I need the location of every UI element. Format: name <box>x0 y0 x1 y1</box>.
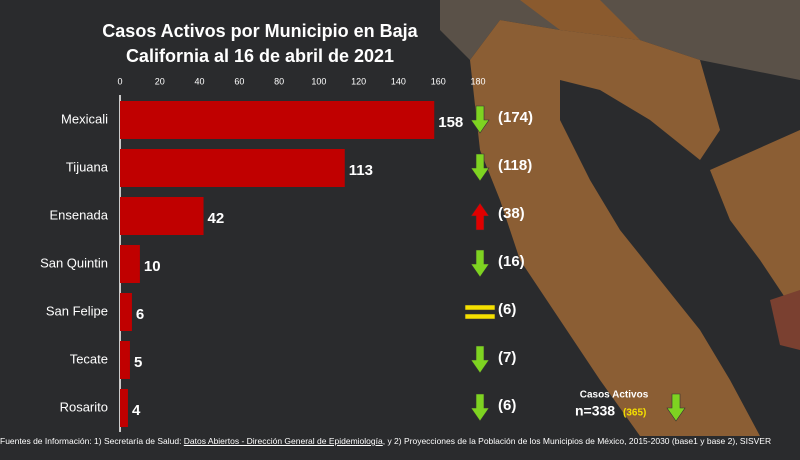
previous-value: (6) <box>498 301 516 318</box>
footer-text: Fuentes de Información: 1) Secretaría de… <box>0 436 184 446</box>
previous-value: (38) <box>498 205 525 222</box>
footer: Fuentes de Información: 1) Secretaría de… <box>0 436 800 447</box>
previous-value: (174) <box>498 109 533 126</box>
trend-arrow <box>470 393 490 422</box>
value-label: 5 <box>134 354 142 371</box>
value-label: 4 <box>132 402 141 419</box>
trend-arrow <box>470 249 490 278</box>
y-tick-label: Mexicali <box>61 111 108 126</box>
y-tick-label: Ensenada <box>49 207 108 222</box>
x-tick-label: 120 <box>351 76 366 86</box>
footer-link: Datos Abiertos - Dirección General de Ep… <box>183 436 383 446</box>
x-tick-label: 20 <box>155 76 165 86</box>
y-tick-label: San Quintin <box>40 255 108 270</box>
trend-arrow <box>470 202 490 231</box>
bar <box>120 245 140 283</box>
chart: Casos Activos por Municipio en Baja Cali… <box>40 0 800 436</box>
x-tick-label: 0 <box>117 76 122 86</box>
bar <box>120 149 345 187</box>
x-tick-label: 140 <box>391 76 406 86</box>
bar <box>120 341 130 379</box>
trend-arrow <box>470 345 490 374</box>
trend-arrow <box>666 393 686 422</box>
x-tick-label: 80 <box>274 76 284 86</box>
y-tick-label: San Felipe <box>46 303 108 318</box>
bar <box>120 197 204 235</box>
value-label: 6 <box>136 306 144 323</box>
value-label: 42 <box>208 210 225 227</box>
summary-label: Casos Activos <box>580 390 649 401</box>
bar <box>120 293 132 331</box>
value-label: 10 <box>144 258 161 275</box>
previous-value: (118) <box>498 157 532 174</box>
trend-arrow <box>470 105 490 134</box>
trend-arrow <box>470 153 490 182</box>
trend-arrow <box>464 304 496 320</box>
value-label: 158 <box>438 114 463 131</box>
bar <box>120 389 128 427</box>
x-tick-label: 100 <box>311 76 326 86</box>
x-tick-label: 180 <box>470 76 485 86</box>
chart-title: Casos Activos por Municipio en Baja <box>102 21 418 41</box>
y-tick-label: Tijuana <box>66 159 109 174</box>
previous-value: (6) <box>498 397 516 414</box>
x-tick-label: 60 <box>234 76 244 86</box>
footer-text: , y 2) Proyecciones de la Población de l… <box>382 436 772 446</box>
x-tick-label: 160 <box>431 76 446 86</box>
previous-value: (16) <box>498 253 525 270</box>
map-background <box>440 0 800 436</box>
x-tick-label: 40 <box>195 76 205 86</box>
summary-current: n=338 <box>575 403 615 419</box>
y-tick-label: Rosarito <box>60 399 108 414</box>
previous-value: (7) <box>498 349 516 366</box>
bar <box>120 101 435 139</box>
y-tick-label: Tecate <box>70 351 108 366</box>
chart-title: California al 16 de abril de 2021 <box>126 46 394 66</box>
value-label: 113 <box>349 162 373 179</box>
summary-previous: (365) <box>623 408 646 419</box>
